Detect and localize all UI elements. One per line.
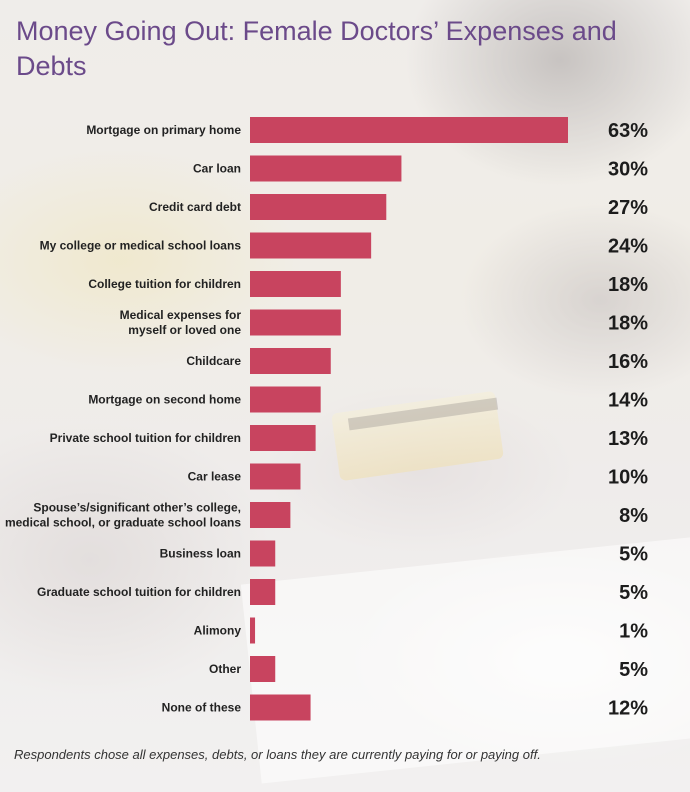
- category-label: Childcare: [186, 354, 241, 368]
- bar: [250, 309, 341, 336]
- value-label: 63%: [608, 120, 648, 142]
- category-label: Car loan: [193, 162, 241, 176]
- bars: [250, 117, 568, 721]
- category-label: Business loan: [160, 547, 241, 561]
- category-label: Other: [209, 662, 241, 676]
- category-label: College tuition for children: [88, 277, 241, 291]
- bar: [250, 117, 568, 143]
- category-label: Mortgage on primary home: [86, 123, 241, 137]
- value-label: 12%: [608, 698, 648, 720]
- value-label: 8%: [619, 505, 648, 527]
- bar: [250, 194, 387, 220]
- value-label: 5%: [619, 582, 648, 604]
- bar: [250, 425, 316, 451]
- value-label: 5%: [619, 659, 648, 681]
- value-label: 18%: [608, 274, 648, 296]
- value-label: 16%: [608, 351, 648, 373]
- category-label: Mortgage on second home: [88, 393, 241, 407]
- bar: [250, 271, 341, 297]
- bar: [250, 386, 321, 413]
- bar: [250, 348, 331, 374]
- category-label: Credit card debt: [149, 200, 241, 214]
- category-label: Medical expenses for myself or loved one: [120, 308, 242, 337]
- value-label: 30%: [608, 159, 648, 181]
- category-labels: Mortgage on primary home Car loan Credit c…: [5, 123, 241, 715]
- bar: [250, 463, 301, 490]
- category-label: My college or medical school loans: [40, 239, 242, 253]
- bar: [250, 617, 256, 644]
- bar: [250, 540, 276, 567]
- bar: [250, 579, 276, 605]
- value-labels: 63% 30% 27% 24% 18% 18% 16% 14% 13% 10% 8% 5% 5% 1% 5%…: [608, 120, 648, 720]
- bar: [250, 694, 311, 721]
- bar: [250, 502, 291, 528]
- value-label: 10%: [608, 467, 648, 489]
- value-label: 14%: [608, 390, 648, 412]
- value-label: 13%: [608, 428, 648, 450]
- value-label: 24%: [608, 236, 648, 258]
- bar: [250, 232, 372, 259]
- bar: [250, 155, 402, 182]
- category-label: None of these: [162, 701, 242, 715]
- category-label: Alimony: [194, 624, 242, 638]
- value-label: 1%: [619, 621, 648, 643]
- category-label: Car lease: [188, 470, 242, 484]
- footnote: Respondents chose all expenses, debts, o…: [14, 747, 541, 762]
- value-label: 27%: [608, 197, 648, 219]
- category-label: Graduate school tuition for children: [37, 585, 241, 599]
- value-label: 5%: [619, 544, 648, 566]
- value-label: 18%: [608, 313, 648, 335]
- category-label: Private school tuition for children: [50, 431, 241, 445]
- chart-title: Money Going Out: Female Doctors’ Expense…: [16, 16, 617, 81]
- category-label: Spouse’s/significant other’s college, med…: [5, 501, 241, 530]
- bar: [250, 656, 276, 682]
